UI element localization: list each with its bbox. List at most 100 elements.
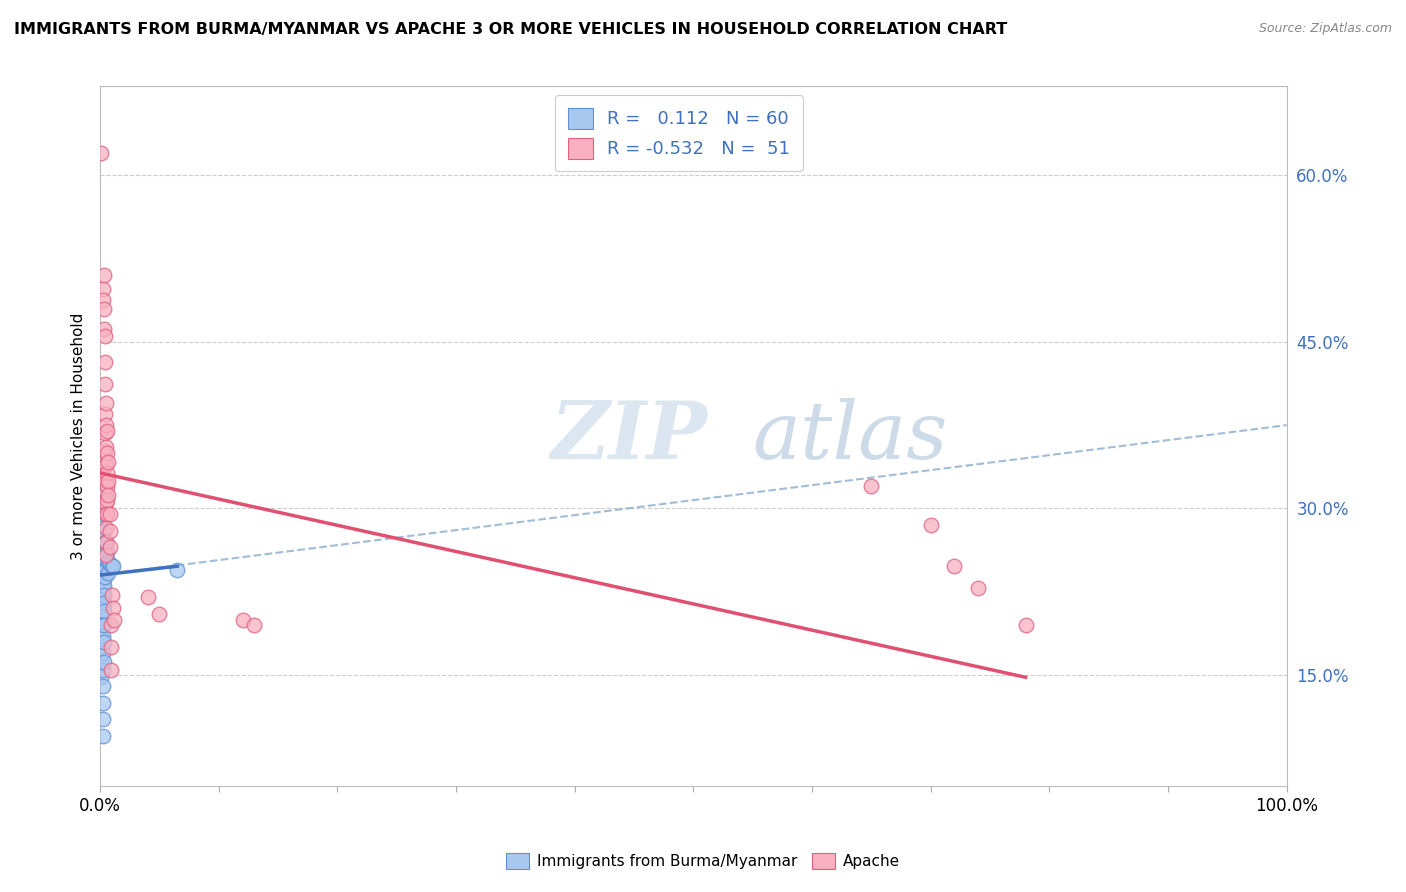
Point	[91, 566, 114, 580]
Point	[101, 588, 124, 602]
Point	[94, 551, 117, 566]
Point	[93, 321, 115, 335]
Point	[243, 618, 266, 632]
Point	[94, 484, 117, 499]
Point	[96, 507, 118, 521]
Point	[90, 574, 112, 588]
Point	[94, 563, 117, 577]
Point	[98, 507, 121, 521]
Point	[90, 604, 112, 618]
Point	[90, 534, 112, 549]
Point	[91, 713, 114, 727]
Point	[91, 607, 114, 621]
Point	[94, 548, 117, 562]
Text: ZIP: ZIP	[551, 398, 707, 475]
Point	[94, 507, 117, 521]
Legend: Immigrants from Burma/Myanmar, Apache: Immigrants from Burma/Myanmar, Apache	[501, 847, 905, 875]
Point	[920, 518, 942, 533]
Point	[96, 543, 118, 558]
Point	[136, 591, 159, 605]
Point	[967, 582, 990, 596]
Point	[90, 640, 112, 655]
Point	[93, 596, 115, 610]
Point	[93, 604, 115, 618]
Point	[97, 566, 120, 580]
Point	[94, 537, 117, 551]
Point	[94, 443, 117, 458]
Point	[98, 557, 121, 571]
Point	[93, 268, 115, 283]
Point	[91, 281, 114, 295]
Point	[94, 496, 117, 510]
Point	[100, 663, 122, 677]
Point	[94, 355, 117, 369]
Point	[90, 146, 112, 161]
Point	[97, 555, 120, 569]
Point	[94, 521, 117, 535]
Point	[97, 474, 120, 488]
Point	[860, 479, 883, 493]
Point	[94, 329, 117, 343]
Point	[94, 441, 117, 455]
Point	[98, 524, 121, 538]
Point	[91, 507, 114, 521]
Point	[90, 566, 112, 580]
Point	[90, 491, 112, 505]
Point	[93, 563, 115, 577]
Point	[91, 696, 114, 710]
Point	[94, 377, 117, 392]
Point	[94, 570, 117, 584]
Point	[96, 424, 118, 438]
Point	[90, 629, 112, 643]
Point	[93, 634, 115, 648]
Point	[90, 557, 112, 571]
Point	[943, 559, 966, 574]
Point	[101, 601, 124, 615]
Point	[91, 574, 114, 588]
Point	[91, 591, 114, 605]
Point	[94, 534, 117, 549]
Point	[91, 599, 114, 614]
Point	[91, 525, 114, 540]
Point	[101, 559, 124, 574]
Point	[96, 446, 118, 460]
Text: atlas: atlas	[752, 398, 948, 475]
Point	[91, 629, 114, 643]
Point	[90, 546, 112, 560]
Point	[94, 396, 117, 410]
Point	[94, 459, 117, 474]
Point	[148, 607, 170, 621]
Point	[91, 582, 114, 596]
Point	[94, 457, 117, 471]
Point	[91, 548, 114, 562]
Point	[93, 541, 115, 555]
Legend: R =   0.112   N = 60, R = -0.532   N =  51: R = 0.112 N = 60, R = -0.532 N = 51	[555, 95, 803, 171]
Point	[91, 729, 114, 743]
Point	[97, 455, 120, 469]
Text: IMMIGRANTS FROM BURMA/MYANMAR VS APACHE 3 OR MORE VEHICLES IN HOUSEHOLD CORRELAT: IMMIGRANTS FROM BURMA/MYANMAR VS APACHE …	[14, 22, 1007, 37]
Point	[91, 293, 114, 307]
Point	[94, 548, 117, 562]
Point	[90, 512, 112, 526]
Point	[166, 563, 188, 577]
Point	[1014, 618, 1036, 632]
Point	[96, 479, 118, 493]
Point	[96, 466, 118, 480]
Point	[91, 679, 114, 693]
Point	[93, 655, 115, 669]
Point	[100, 618, 122, 632]
Point	[93, 301, 115, 316]
Point	[103, 613, 125, 627]
Point	[91, 646, 114, 660]
Point	[91, 663, 114, 677]
Point	[93, 588, 115, 602]
Point	[91, 557, 114, 571]
Text: Source: ZipAtlas.com: Source: ZipAtlas.com	[1258, 22, 1392, 36]
Point	[91, 618, 114, 632]
Point	[93, 618, 115, 632]
Point	[231, 613, 253, 627]
Point	[101, 559, 124, 574]
Point	[93, 524, 115, 538]
Point	[90, 596, 112, 610]
Point	[94, 425, 117, 440]
